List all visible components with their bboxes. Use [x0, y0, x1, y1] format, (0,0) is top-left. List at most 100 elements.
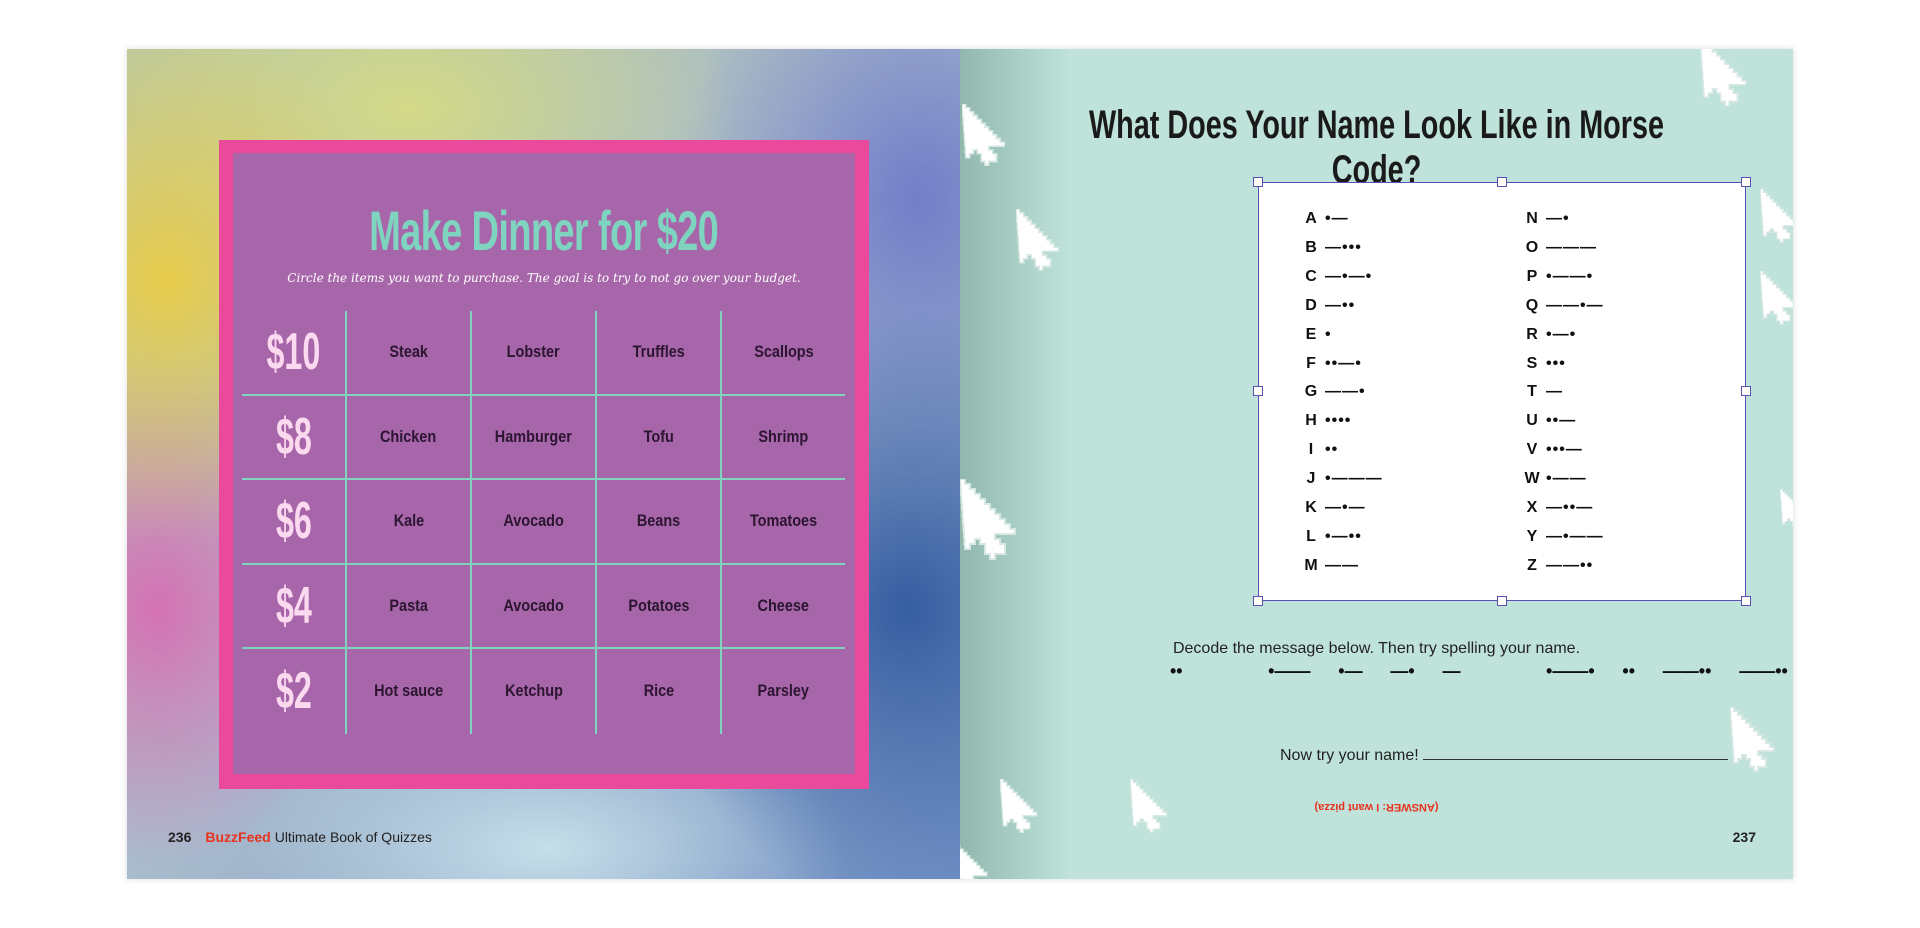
food-item[interactable]: Lobster — [470, 311, 595, 394]
morse-letter-code: •——• — [1546, 661, 1595, 681]
food-item[interactable]: Ketchup — [470, 649, 595, 734]
selection-handle[interactable] — [1741, 386, 1751, 396]
pixel-cursor-icon — [961, 103, 1008, 178]
page-title: Make Dinner for $20 — [233, 198, 855, 263]
instructions: Circle the items you want to purchase. T… — [287, 271, 801, 285]
morse-letter: G — [1304, 383, 1318, 401]
selection-handle[interactable] — [1253, 386, 1263, 396]
selection-handle[interactable] — [1497, 596, 1507, 606]
morse-code-chart[interactable]: A •— B —••• C —•—• D —•• E • F ••—• G ——• H •••• I •• J •——… — [1253, 177, 1751, 606]
pixel-cursor-icon — [1129, 778, 1170, 844]
price-label: $10 — [242, 311, 345, 394]
food-item-label: Parsley — [757, 681, 810, 701]
morse-code: •••— — [1546, 441, 1583, 459]
food-item[interactable]: Chicken — [345, 395, 470, 478]
morse-entry: U ••— — [1518, 411, 1576, 431]
morse-code: —— — [1325, 556, 1359, 574]
morse-letter: I — [1308, 441, 1314, 459]
brand-logo: BuzzFeed — [205, 829, 271, 845]
pixel-cursor-icon — [960, 478, 1020, 574]
food-item[interactable]: Cheese — [720, 564, 845, 647]
morse-entry: E • — [1297, 325, 1332, 345]
morse-letter: H — [1305, 412, 1317, 430]
morse-entry: M —— — [1297, 556, 1359, 576]
right-page: What Does Your Name Look Like in Morse C… — [960, 49, 1793, 879]
food-item[interactable]: Tofu — [595, 395, 720, 478]
food-item[interactable]: Kale — [345, 480, 470, 563]
pixel-cursor-icon — [1759, 270, 1793, 336]
food-item-label: Truffles — [632, 342, 685, 362]
morse-letter: A — [1305, 210, 1317, 227]
food-item[interactable]: Steak — [345, 311, 470, 394]
price-label: $2 — [242, 649, 345, 734]
name-blank-line[interactable] — [1422, 746, 1728, 760]
morse-letter-code: •• — [1622, 661, 1636, 681]
food-item[interactable]: Rice — [595, 649, 720, 734]
morse-letter: D — [1305, 296, 1317, 314]
morse-letter-code: —• — [1390, 661, 1415, 681]
morse-entry: H •••• — [1297, 411, 1351, 431]
morse-code: •—• — [1546, 325, 1577, 343]
selection-handle[interactable] — [1253, 177, 1263, 187]
morse-code: ——• — [1325, 383, 1366, 401]
food-item[interactable]: Scallops — [720, 311, 845, 394]
morse-letter-code: ——•• — [1662, 661, 1712, 681]
morse-code: •— — [1325, 210, 1349, 227]
morse-code: —•—• — [1325, 267, 1373, 285]
pixel-cursor-icon — [999, 778, 1040, 844]
morse-entry: Q ——•— — [1518, 296, 1604, 316]
morse-letter: T — [1527, 383, 1537, 401]
morse-letter: J — [1306, 470, 1316, 488]
morse-letter: S — [1526, 354, 1538, 372]
selection-handle[interactable] — [1253, 596, 1263, 606]
morse-entry: K —•— — [1297, 498, 1366, 518]
food-item[interactable]: Hamburger — [470, 395, 595, 478]
food-item-label: Tomatoes — [749, 511, 818, 531]
food-item[interactable]: Avocado — [470, 480, 595, 563]
price-text: $4 — [275, 576, 312, 635]
food-item[interactable]: Avocado — [470, 564, 595, 647]
food-item[interactable]: Parsley — [720, 649, 845, 734]
morse-message: •••——•——•—•——•••——••——•••— — [1170, 661, 1793, 682]
price-row: $6 Kale Avocado Beans Tomatoes — [242, 480, 845, 565]
price-text: $10 — [266, 323, 321, 382]
pixel-cursor-icon — [1699, 49, 1750, 119]
food-item-label: Hot sauce — [373, 681, 444, 701]
food-item[interactable]: Shrimp — [720, 395, 845, 478]
book-spread: Make Dinner for $20 Circle the items you… — [127, 49, 1793, 879]
morse-letter-code: •—— — [1268, 661, 1311, 681]
selection-handle[interactable] — [1497, 177, 1507, 187]
word-gap — [1210, 661, 1240, 682]
food-item[interactable]: Hot sauce — [345, 649, 470, 734]
morse-entry: G ——• — [1297, 382, 1366, 402]
upside-down-answer: (ANSWER: I want pizza) — [1314, 801, 1439, 813]
food-item[interactable]: Pasta — [345, 564, 470, 647]
morse-entry: S ••• — [1518, 354, 1566, 374]
book-title: Ultimate Book of Quizzes — [274, 829, 432, 845]
left-page: Make Dinner for $20 Circle the items you… — [127, 49, 960, 879]
gutter-shadow — [960, 49, 1070, 879]
food-item-label: Avocado — [503, 595, 564, 615]
food-item[interactable]: Beans — [595, 480, 720, 563]
pixel-cursor-icon — [1729, 706, 1778, 784]
morse-entry: C —•—• — [1297, 267, 1372, 287]
food-item-label: Pasta — [389, 595, 428, 615]
dinner-quiz-frame: Make Dinner for $20 Circle the items you… — [219, 140, 869, 789]
price-label: $6 — [242, 480, 345, 563]
selection-handle[interactable] — [1741, 177, 1751, 187]
pixel-cursor-icon — [1779, 488, 1793, 539]
morse-letter-code: ——•• — [1739, 661, 1788, 681]
morse-letter: Y — [1526, 527, 1538, 545]
food-item[interactable]: Potatoes — [595, 564, 720, 647]
morse-entry: D —•• — [1297, 296, 1355, 316]
food-item[interactable]: Truffles — [595, 311, 720, 394]
selection-handle[interactable] — [1741, 596, 1751, 606]
food-item-label: Ketchup — [504, 681, 563, 701]
morse-letter: Z — [1527, 556, 1537, 574]
food-item[interactable]: Tomatoes — [720, 480, 845, 563]
morse-code: •••• — [1325, 412, 1352, 430]
morse-code: — — [1546, 383, 1563, 401]
try-name-label: Now try your name! — [1280, 747, 1419, 764]
morse-letter: X — [1526, 499, 1538, 516]
price-row: $8 Chicken Hamburger Tofu Shrimp — [242, 395, 845, 480]
